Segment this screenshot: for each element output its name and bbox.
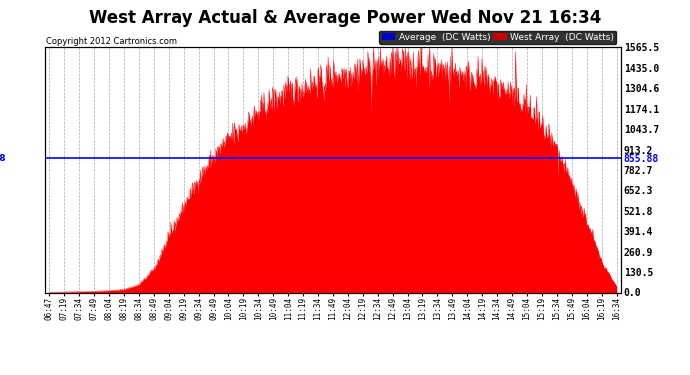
- Legend: Average  (DC Watts), West Array  (DC Watts): Average (DC Watts), West Array (DC Watts…: [380, 30, 616, 44]
- Text: West Array Actual & Average Power Wed Nov 21 16:34: West Array Actual & Average Power Wed No…: [89, 9, 601, 27]
- Text: 855.88: 855.88: [0, 154, 6, 163]
- Text: Copyright 2012 Cartronics.com: Copyright 2012 Cartronics.com: [46, 38, 177, 46]
